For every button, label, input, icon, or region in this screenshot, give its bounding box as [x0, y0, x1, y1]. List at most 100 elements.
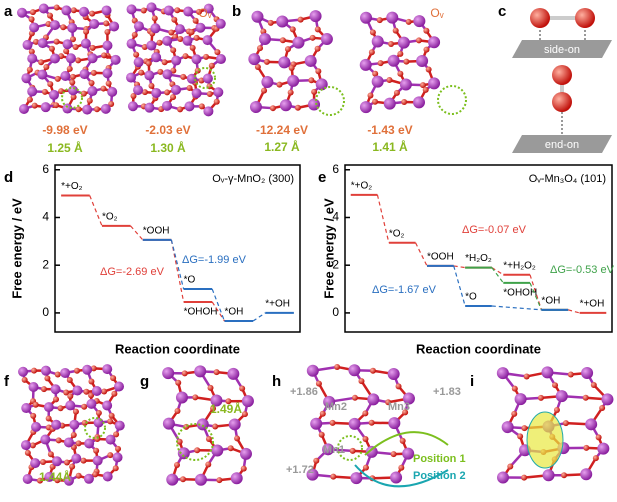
oxygen-atom: [287, 89, 294, 96]
oxygen-atom: [40, 459, 47, 466]
manganese-atom: [144, 70, 155, 81]
oxygen-atom: [111, 390, 118, 397]
oxygen-atom: [583, 444, 590, 451]
manganese-atom: [102, 471, 113, 482]
oxygen-atom: [590, 382, 597, 389]
manganese-atom: [112, 452, 123, 463]
manganese-atom: [87, 86, 98, 97]
manganese-atom: [83, 473, 94, 484]
manganese-atom: [585, 418, 598, 431]
manganese-atom: [109, 21, 120, 32]
charge-label: +1.86: [290, 386, 318, 398]
panel-letter: h: [272, 373, 281, 390]
oxygen-atom: [72, 408, 79, 415]
manganese-atom: [399, 78, 412, 91]
connector: [89, 195, 103, 227]
manganese-atom: [276, 15, 289, 28]
oxygen-atom: [21, 376, 28, 383]
manganese-atom: [21, 73, 32, 84]
manganese-atom: [191, 54, 202, 65]
manganese-atom: [248, 53, 261, 66]
oxygen-atom: [29, 9, 36, 16]
oxygen-atom: [188, 29, 195, 36]
oxygen-atom: [36, 477, 43, 484]
oxygen-atom: [140, 7, 147, 14]
oxygen-atom: [269, 105, 276, 112]
manganese-atom: [133, 57, 144, 68]
manganese-atom: [28, 381, 39, 392]
oxygen-atom: [362, 410, 369, 417]
oxygen-atom: [63, 48, 70, 55]
oxygen-atom: [225, 398, 232, 405]
connector: [252, 312, 266, 322]
oxygen-atom: [196, 8, 203, 15]
arrow: [354, 464, 449, 488]
manganese-atom: [306, 364, 319, 377]
oxygen-atom: [83, 388, 90, 395]
oxygen-atom: [425, 66, 432, 73]
oxygen-atom: [148, 82, 155, 89]
oxygen-atom: [192, 17, 199, 24]
highlight: [437, 85, 467, 115]
manganese-atom: [601, 393, 614, 406]
oxygen-atom: [168, 29, 175, 36]
oxygen-atom: [103, 20, 110, 27]
oxygen-atom: [30, 412, 37, 419]
oxygen-atom: [319, 410, 326, 417]
y-tick-label: 4: [332, 210, 339, 224]
oxygen-atom: [511, 385, 518, 392]
oxygen-atom: [537, 394, 544, 401]
mode-label: side-on: [544, 44, 580, 56]
distance: 1.25 Å: [47, 140, 83, 155]
connector: [453, 265, 466, 307]
manganese-atom: [105, 434, 116, 445]
manganese-atom: [62, 103, 73, 114]
level-label: *O: [184, 275, 196, 286]
manganese-atom: [51, 456, 62, 467]
oxygen-atom: [41, 88, 48, 95]
oxygen-atom: [362, 436, 369, 443]
manganese-atom: [211, 444, 224, 457]
oxygen-atom: [28, 16, 35, 23]
y-axis-label: Free energy / eV: [321, 198, 336, 299]
oxygen-atom: [176, 438, 183, 445]
oxygen-atom: [308, 77, 315, 84]
oxygen-atom: [552, 65, 572, 85]
manganese-atom: [91, 385, 102, 396]
manganese-atom: [580, 468, 593, 481]
oxygen-atom: [151, 15, 158, 22]
connector: [491, 305, 542, 311]
manganese-atom: [126, 4, 137, 15]
oxygen-atom: [67, 393, 74, 400]
manganese-atom: [428, 77, 441, 90]
manganese-atom: [144, 102, 155, 113]
oxygen-atom: [54, 75, 61, 82]
oxygen-atom: [31, 367, 38, 374]
level-label: *OOH: [427, 252, 454, 263]
oxygen-atom: [393, 89, 400, 96]
oxygen-atom: [53, 38, 60, 45]
manganese-atom: [43, 402, 54, 413]
manganese-atom: [163, 5, 174, 16]
oxygen-atom: [193, 34, 200, 41]
oxygen-atom: [552, 382, 559, 389]
charge-label: +1.72: [286, 464, 314, 476]
position-label: Position 2: [413, 470, 466, 482]
oxygen-atom: [234, 435, 241, 442]
manganese-atom: [320, 33, 333, 46]
oxygen-atom: [95, 410, 102, 417]
oxygen-atom: [53, 4, 60, 11]
atom-label: Mn3: [388, 401, 410, 413]
manganese-atom: [50, 53, 61, 64]
oxygen-atom: [69, 463, 76, 470]
oxygen-atom: [53, 102, 60, 109]
oxygen-atom: [582, 394, 589, 401]
oxygen-atom: [423, 46, 430, 53]
chart-title: Oᵥ-γ-MnO₂ (300): [212, 173, 294, 185]
manganese-atom: [402, 392, 415, 405]
manganese-atom: [133, 21, 144, 32]
manganese-atom: [304, 54, 317, 67]
manganese-atom: [428, 36, 441, 49]
manganese-atom: [126, 72, 137, 83]
oxygen-atom: [75, 57, 82, 64]
